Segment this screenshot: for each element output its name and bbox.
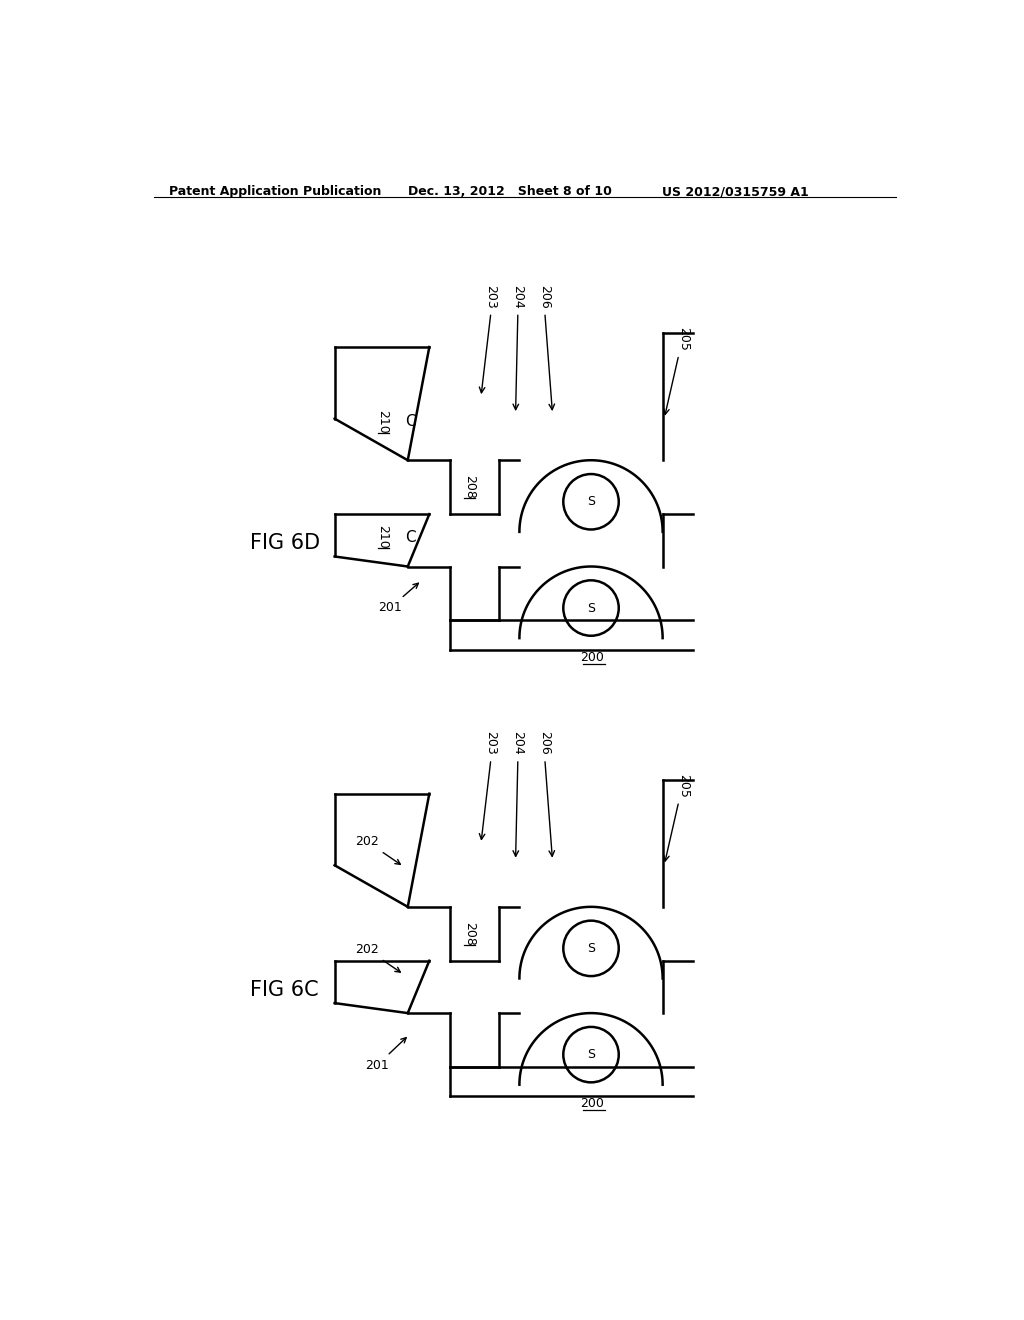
Text: S: S [587, 602, 595, 615]
Text: 206: 206 [539, 285, 551, 309]
Text: 205: 205 [677, 327, 690, 351]
Text: S: S [587, 942, 595, 954]
Text: S: S [587, 495, 595, 508]
Text: 201: 201 [366, 1038, 407, 1072]
Text: 204: 204 [511, 285, 524, 309]
Text: 202: 202 [355, 942, 400, 972]
Text: FIG 6D: FIG 6D [250, 533, 321, 553]
Text: C: C [404, 414, 416, 429]
Text: C: C [404, 529, 416, 545]
Text: Dec. 13, 2012   Sheet 8 of 10: Dec. 13, 2012 Sheet 8 of 10 [408, 185, 611, 198]
Text: 200: 200 [581, 651, 604, 664]
Text: FIG 6C: FIG 6C [250, 979, 318, 1001]
Text: 202: 202 [355, 836, 400, 865]
Text: 204: 204 [511, 731, 524, 755]
Text: 201: 201 [379, 583, 419, 614]
Text: 203: 203 [484, 731, 498, 755]
Text: Patent Application Publication: Patent Application Publication [169, 185, 381, 198]
Text: S: S [587, 1048, 595, 1061]
Text: US 2012/0315759 A1: US 2012/0315759 A1 [662, 185, 809, 198]
Text: 208: 208 [463, 475, 476, 499]
Text: 208: 208 [463, 921, 476, 945]
Text: 205: 205 [677, 774, 690, 797]
Text: 200: 200 [581, 1097, 604, 1110]
Text: 210: 210 [377, 411, 389, 433]
Text: 206: 206 [539, 731, 551, 755]
Text: 210: 210 [377, 525, 389, 549]
Text: 203: 203 [484, 285, 498, 309]
